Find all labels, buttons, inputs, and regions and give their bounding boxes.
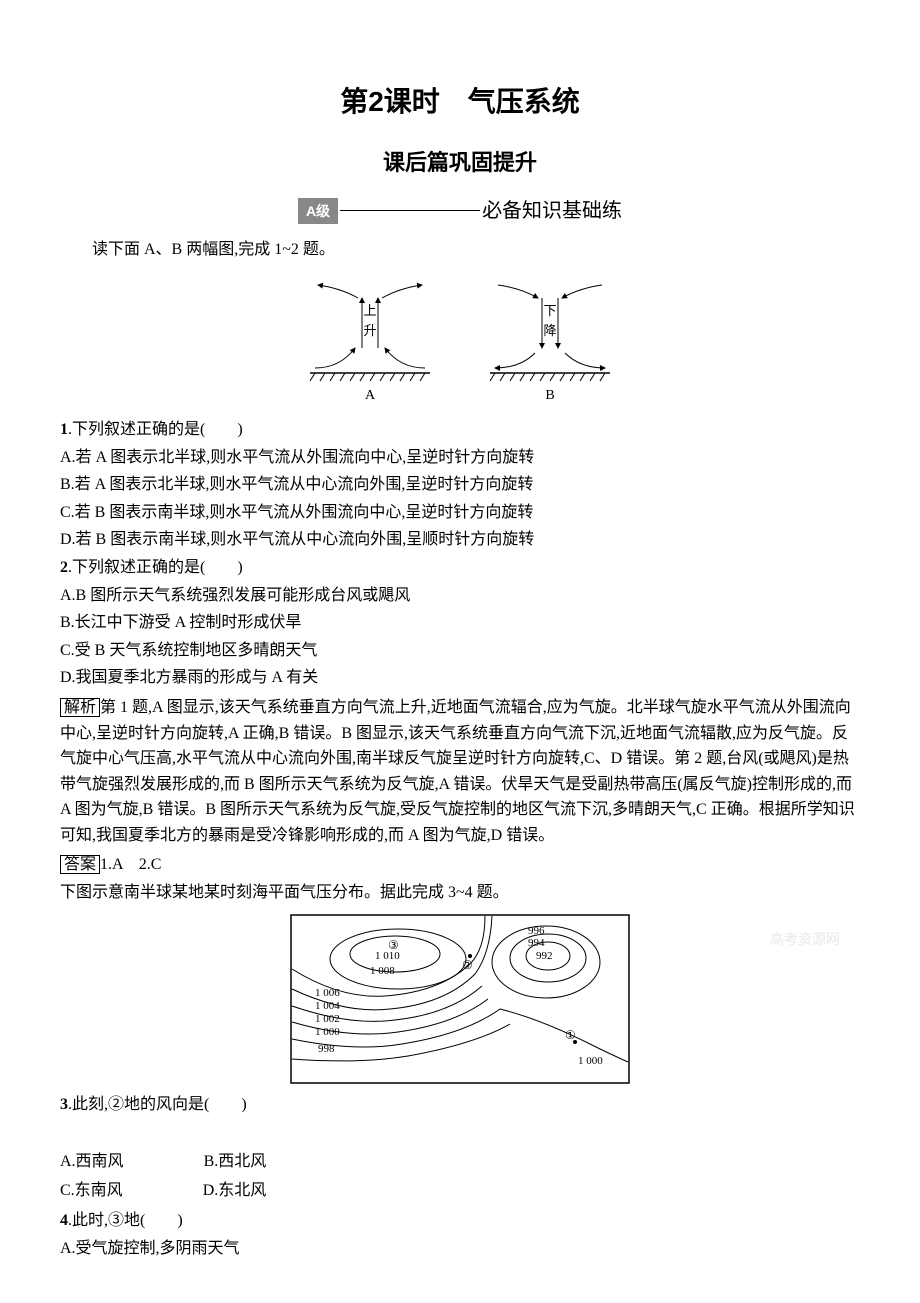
diagram-row: 上 升 A 下 降 B <box>60 273 860 407</box>
q2-opt-d: D.我国夏季北方暴雨的形成与 A 有关 <box>60 665 860 691</box>
level-row: A级 必备知识基础练 <box>60 195 860 227</box>
page-title: 第2课时 气压系统 <box>60 80 860 125</box>
diagram-a-upper: 上 <box>363 303 376 318</box>
lbl-1000: 1 000 <box>315 1026 340 1038</box>
pt-2: ② <box>462 958 473 972</box>
q3-opt-c: C.东南风 <box>60 1178 123 1204</box>
level-line <box>340 210 480 211</box>
q4-num: 4 <box>60 1212 68 1229</box>
q3-text: .此刻,②地的风向是( ) <box>68 1096 247 1113</box>
q3-num: 3 <box>60 1096 68 1113</box>
q3-opt-b: B.西北风 <box>204 1149 267 1175</box>
analysis-label: 解析 <box>60 698 100 717</box>
lbl-1000b: 1 000 <box>578 1055 603 1067</box>
analysis-12: 解析第 1 题,A 图显示,该天气系统垂直方向气流上升,近地面气流辐合,应为气旋… <box>60 695 860 849</box>
q1-text: .下列叙述正确的是( ) <box>68 421 243 438</box>
q2-text: .下列叙述正确的是( ) <box>68 559 243 576</box>
answer-text: 1.A 2.C <box>100 856 161 873</box>
diagram-b-upper: 下 <box>543 303 556 318</box>
q2-num: 2 <box>60 559 68 576</box>
answer-12: 答案1.A 2.C <box>60 852 860 878</box>
q1-stem: 1.下列叙述正确的是( ) <box>60 417 860 443</box>
q3-row1: A.西南风 B.西北风 <box>60 1149 860 1175</box>
diagram-a-lower: 升 <box>363 323 376 338</box>
q3-opt-d: D.东北风 <box>203 1178 267 1204</box>
q1-opt-d: D.若 B 图表示南半球,则水平气流从中心流向外围,呈顺时针方向旋转 <box>60 527 860 553</box>
q1-num: 1 <box>60 421 68 438</box>
pt-3: ③ <box>388 938 399 952</box>
lbl-992: 992 <box>536 950 553 962</box>
diagram-a-label: A <box>300 385 440 407</box>
lbl-1006: 1 006 <box>315 987 340 999</box>
pressure-map: 996 994 992 1 010 1 008 1 006 1 004 1 00… <box>60 914 860 1084</box>
q1-opt-c: C.若 B 图表示南半球,则水平气流从外围流向中心,呈逆时针方向旋转 <box>60 500 860 526</box>
diagram-b-label: B <box>480 385 620 407</box>
intro-1: 读下面 A、B 两幅图,完成 1~2 题。 <box>60 237 860 263</box>
q3-row2: C.东南风 D.东北风 <box>60 1178 860 1204</box>
q2-opt-a: A.B 图所示天气系统强烈发展可能形成台风或飓风 <box>60 583 860 609</box>
q4-opt-a: A.受气旋控制,多阴雨天气 <box>60 1236 860 1262</box>
pt-1: ① <box>565 1028 576 1042</box>
q2-opt-b: B.长江中下游受 A 控制时形成伏旱 <box>60 610 860 636</box>
diagram-b-lower: 降 <box>543 323 556 338</box>
lbl-996: 996 <box>528 925 545 937</box>
q3-stem: 3.此刻,②地的风向是( ) <box>60 1092 860 1118</box>
lbl-1008: 1 008 <box>370 965 395 977</box>
intro-2: 下图示意南半球某地某时刻海平面气压分布。据此完成 3~4 题。 <box>60 880 860 906</box>
diagram-a: 上 升 A <box>300 273 440 407</box>
lbl-998: 998 <box>318 1043 335 1055</box>
q1-opt-a: A.若 A 图表示北半球,则水平气流从外围流向中心,呈逆时针方向旋转 <box>60 445 860 471</box>
lbl-994: 994 <box>528 937 545 949</box>
page-subtitle: 课后篇巩固提升 <box>60 145 860 180</box>
q3-opt-a: A.西南风 <box>60 1149 124 1175</box>
lbl-1002: 1 002 <box>315 1013 340 1025</box>
lbl-1004: 1 004 <box>315 1000 340 1012</box>
level-text: 必备知识基础练 <box>482 195 622 227</box>
level-badge: A级 <box>298 198 338 224</box>
q2-stem: 2.下列叙述正确的是( ) <box>60 555 860 581</box>
diagram-b: 下 降 B <box>480 273 620 407</box>
cyclone-icon: 上 升 <box>300 273 440 383</box>
q2-opt-c: C.受 B 天气系统控制地区多晴朗天气 <box>60 638 860 664</box>
q4-stem: 4.此时,③地( ) <box>60 1208 860 1234</box>
answer-label: 答案 <box>60 855 100 874</box>
anticyclone-icon: 下 降 <box>480 273 620 383</box>
q1-opt-b: B.若 A 图表示北半球,则水平气流从中心流向外围,呈逆时针方向旋转 <box>60 472 860 498</box>
isobar-map-icon: 996 994 992 1 010 1 008 1 006 1 004 1 00… <box>290 914 630 1084</box>
q4-text: .此时,③地( ) <box>68 1212 183 1229</box>
analysis-text: 第 1 题,A 图显示,该天气系统垂直方向气流上升,近地面气流辐合,应为气旋。北… <box>60 699 855 844</box>
